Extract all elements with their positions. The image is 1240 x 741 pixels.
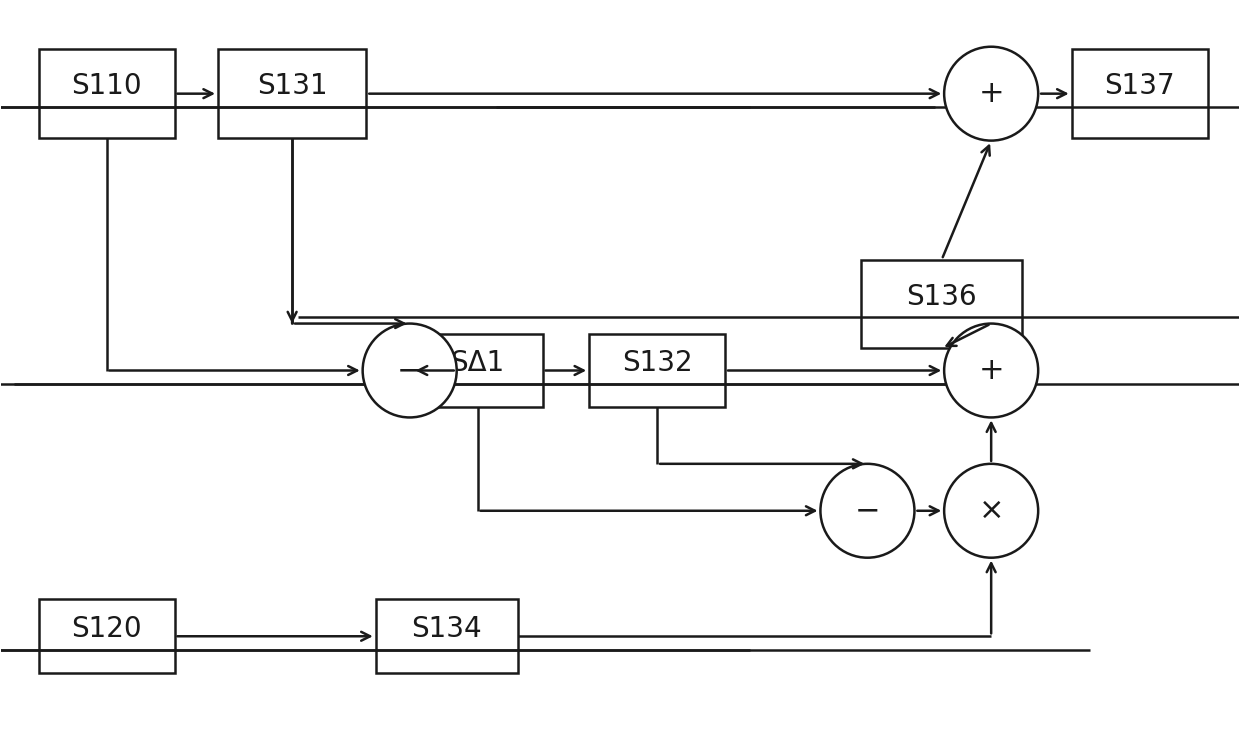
Ellipse shape <box>821 464 914 558</box>
Ellipse shape <box>944 324 1038 417</box>
Text: S137: S137 <box>1105 73 1176 100</box>
Text: S132: S132 <box>621 349 692 377</box>
FancyBboxPatch shape <box>589 333 725 408</box>
Text: SΔ1: SΔ1 <box>450 349 505 377</box>
Text: S131: S131 <box>257 73 327 100</box>
FancyBboxPatch shape <box>376 599 518 673</box>
Text: S136: S136 <box>906 282 977 310</box>
FancyBboxPatch shape <box>1071 50 1208 138</box>
Ellipse shape <box>944 464 1038 558</box>
Text: −: − <box>397 356 423 385</box>
Text: −: − <box>854 496 880 525</box>
Text: S134: S134 <box>412 615 482 643</box>
Text: +: + <box>978 79 1004 108</box>
Text: +: + <box>978 356 1004 385</box>
Text: ×: × <box>978 496 1004 525</box>
Ellipse shape <box>362 324 456 417</box>
FancyBboxPatch shape <box>38 50 175 138</box>
FancyBboxPatch shape <box>218 50 366 138</box>
Text: S110: S110 <box>71 73 141 100</box>
FancyBboxPatch shape <box>38 599 175 673</box>
Ellipse shape <box>944 47 1038 141</box>
FancyBboxPatch shape <box>862 260 1022 348</box>
FancyBboxPatch shape <box>413 333 543 408</box>
Text: S120: S120 <box>71 615 141 643</box>
